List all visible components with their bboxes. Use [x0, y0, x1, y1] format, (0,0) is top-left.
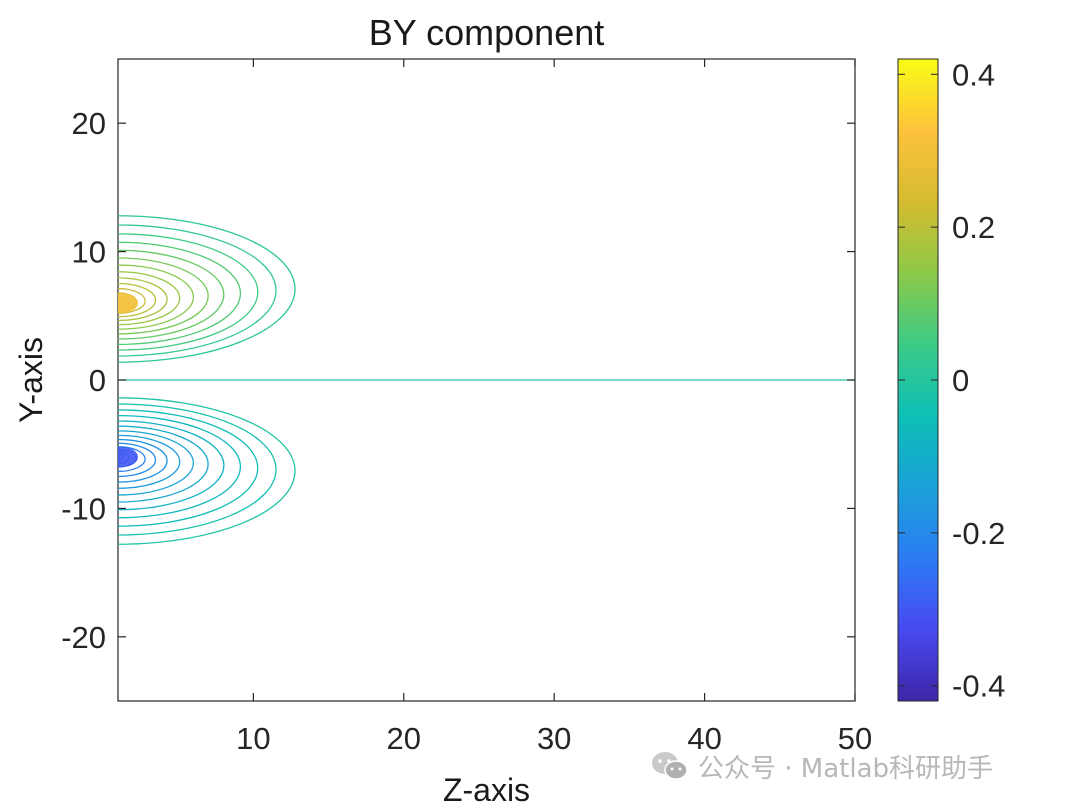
- watermark: 公众号 · Matlab科研助手: [650, 746, 993, 786]
- contour-line: [118, 233, 259, 351]
- contour-line: [118, 397, 296, 545]
- contour-line: [118, 442, 157, 478]
- wechat-icon: [652, 752, 688, 780]
- contour-line: [118, 434, 181, 489]
- chart-title: BY component: [369, 12, 605, 53]
- y-tick-label: -20: [61, 620, 106, 655]
- contour-peak: [118, 447, 138, 468]
- x-tick-label: 20: [387, 721, 421, 756]
- contour-peak: [118, 292, 138, 313]
- contour-line: [118, 241, 241, 346]
- y-tick-label: 20: [72, 106, 106, 141]
- contour-line: [118, 282, 157, 318]
- x-tick-label: 40: [687, 721, 721, 756]
- x-tick-label: 50: [838, 721, 872, 756]
- contour-line: [118, 420, 225, 511]
- colorbar-tick-label: 0.4: [952, 57, 995, 92]
- contour-line: [118, 257, 209, 335]
- contour-line: [118, 249, 225, 340]
- colorbar-tick-label: 0: [952, 363, 969, 398]
- contour-line: [118, 215, 296, 363]
- colorbar-tick-label: -0.4: [952, 669, 1005, 704]
- contour-line: [118, 438, 168, 483]
- contour-lines: [118, 215, 855, 545]
- contour-line: [118, 414, 241, 519]
- contour-line: [118, 224, 277, 357]
- colorbar-tick-label: 0.2: [952, 210, 995, 245]
- y-tick-label: 10: [72, 235, 106, 270]
- y-tick-label: -10: [61, 491, 106, 526]
- x-tick-label: 30: [537, 721, 571, 756]
- contour-line: [118, 430, 194, 496]
- x-axis-label: Z-axis: [443, 772, 530, 808]
- y-tick-label: 0: [89, 363, 106, 398]
- contour-line: [118, 446, 146, 473]
- contour-line: [118, 409, 259, 527]
- colorbar-ticks: -0.4 -0.2 0 0.2 0.4: [898, 57, 1005, 704]
- contour-line: [118, 403, 277, 536]
- x-axis-ticks: 10 20 30 40 50: [236, 59, 872, 756]
- y-axis-label: Y-axis: [13, 337, 49, 423]
- contour-line: [118, 264, 194, 330]
- y-axis-ticks: -20 -10 0 10 20: [61, 106, 855, 655]
- contour-line: [118, 425, 209, 503]
- contour-line: [118, 287, 146, 314]
- contour-line: [118, 271, 181, 326]
- watermark-text: 公众号 · Matlab科研助手: [698, 753, 994, 784]
- colorbar-tick-label: -0.2: [952, 516, 1005, 551]
- contour-line: [118, 277, 168, 322]
- x-tick-label: 10: [236, 721, 270, 756]
